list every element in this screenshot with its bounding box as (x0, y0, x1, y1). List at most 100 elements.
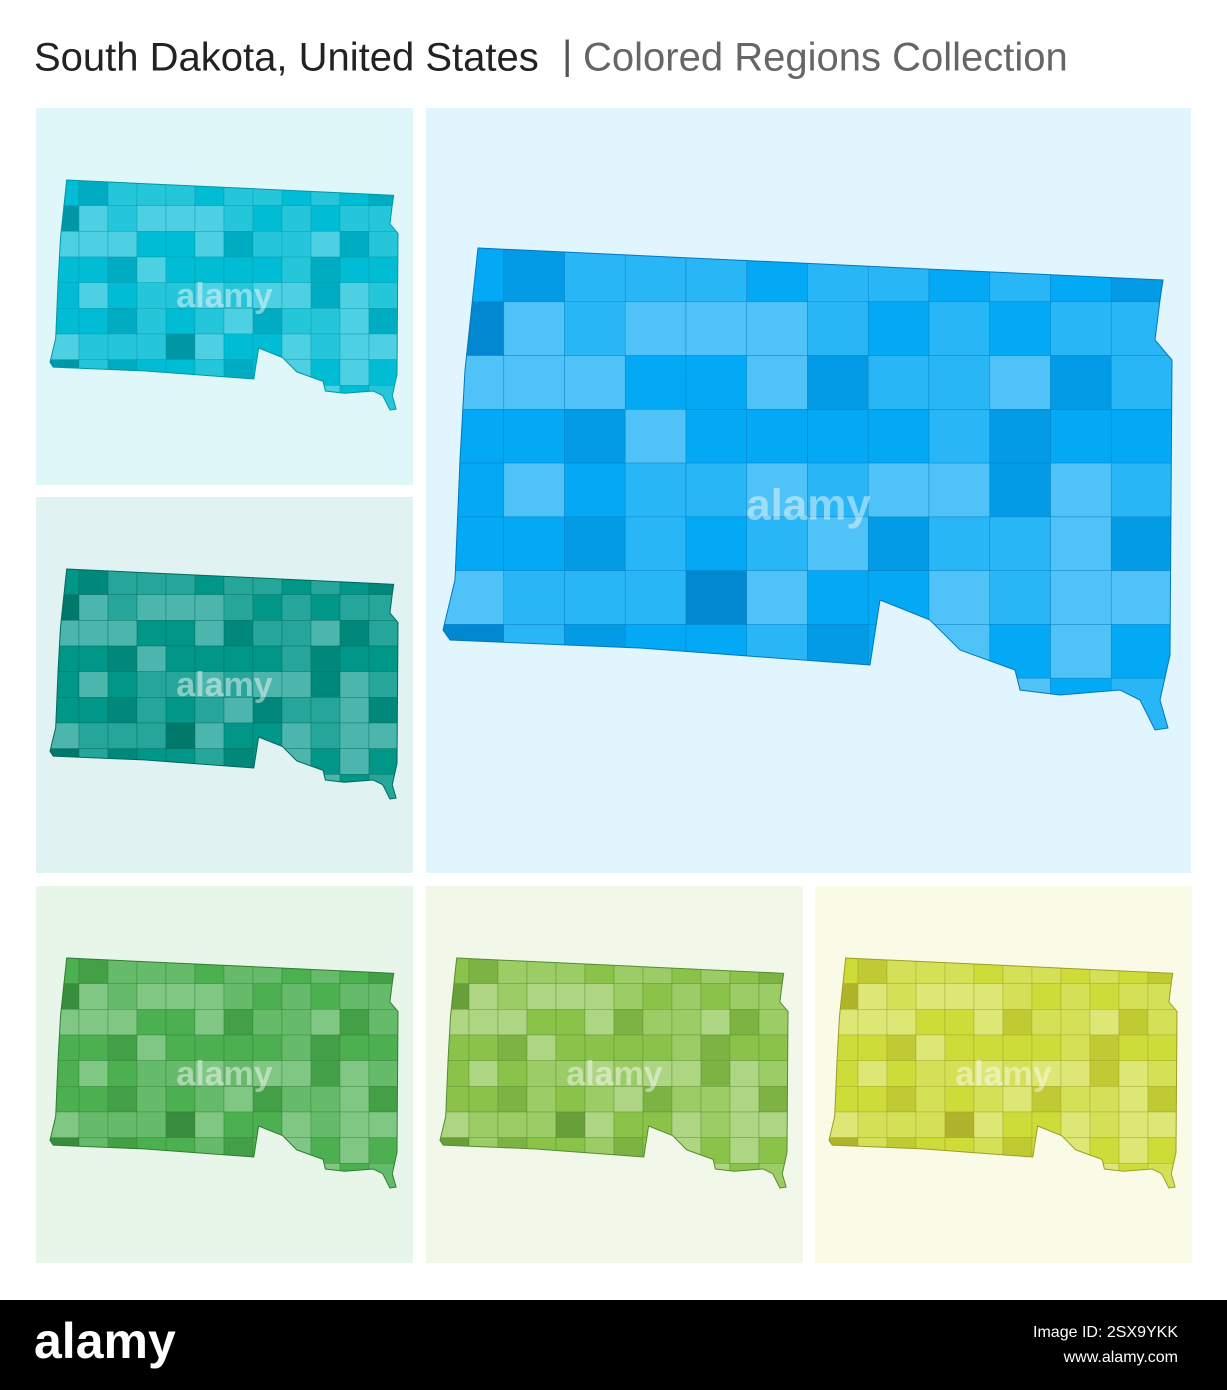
county (807, 462, 869, 518)
county (281, 231, 312, 258)
county (339, 1137, 370, 1164)
county (1060, 1086, 1091, 1113)
county (339, 697, 370, 724)
county (281, 205, 312, 232)
county (613, 1060, 644, 1087)
county (107, 697, 138, 724)
county (281, 697, 312, 724)
county (746, 355, 808, 410)
county (107, 333, 138, 360)
county (252, 205, 283, 232)
county (281, 282, 312, 309)
county (223, 1009, 254, 1036)
county (497, 1060, 528, 1087)
county (368, 722, 398, 749)
county (223, 205, 254, 232)
county (78, 282, 109, 309)
county (136, 1034, 167, 1061)
county (526, 1034, 557, 1061)
county (107, 1086, 138, 1113)
county (746, 462, 808, 518)
county (310, 722, 341, 749)
county (1002, 1086, 1033, 1113)
county (642, 1034, 673, 1061)
county (368, 231, 398, 258)
county (136, 308, 167, 335)
county (136, 1086, 167, 1113)
county (194, 1111, 225, 1138)
county (78, 722, 109, 749)
county (339, 359, 370, 386)
county (368, 333, 398, 360)
county (624, 355, 687, 410)
county (564, 570, 626, 625)
county (223, 594, 254, 621)
county (758, 1034, 788, 1061)
county (468, 958, 499, 984)
county (729, 1009, 760, 1036)
county (857, 1009, 888, 1036)
county (223, 1111, 254, 1138)
county (194, 1086, 225, 1113)
county (807, 570, 869, 625)
county (310, 231, 341, 258)
county (1147, 1137, 1177, 1164)
county (1002, 1111, 1033, 1138)
county (867, 355, 930, 410)
county (497, 958, 528, 984)
county (497, 983, 528, 1010)
county (339, 594, 370, 621)
county (339, 1060, 370, 1087)
county (368, 1111, 398, 1138)
county (136, 594, 167, 621)
county (700, 1086, 731, 1113)
county (685, 516, 748, 571)
county (165, 645, 196, 672)
county (223, 308, 254, 335)
county (746, 516, 808, 571)
footer-logo: alamy (34, 1313, 176, 1369)
county (867, 516, 930, 571)
county (223, 983, 254, 1010)
county (339, 231, 370, 258)
county (1118, 1086, 1149, 1113)
map-panel: alamy (36, 497, 413, 873)
county (368, 359, 398, 386)
watermark: alamy (176, 1055, 272, 1093)
county (107, 1060, 138, 1087)
county (1002, 983, 1033, 1010)
state-outline (828, 957, 1178, 1189)
map-panel: alamy (815, 886, 1192, 1263)
map-panel: alamy (426, 108, 1191, 873)
county (671, 1060, 702, 1087)
county (136, 1060, 167, 1087)
county (310, 256, 341, 283)
county (503, 409, 565, 464)
county (758, 1060, 788, 1087)
county (564, 355, 626, 410)
county (886, 1086, 917, 1113)
county (107, 645, 138, 672)
county (107, 308, 138, 335)
county (1050, 409, 1112, 464)
county (928, 570, 991, 625)
county (1031, 1009, 1062, 1036)
county (1110, 462, 1172, 518)
county (136, 983, 167, 1010)
county (526, 1111, 557, 1138)
county (368, 697, 398, 724)
county (564, 301, 626, 356)
watermark: alamy (566, 1055, 662, 1093)
county (973, 1111, 1004, 1138)
county (928, 409, 991, 464)
county (915, 983, 946, 1010)
county (729, 1111, 760, 1138)
county (252, 983, 283, 1010)
county (685, 570, 748, 625)
county (339, 1009, 370, 1036)
county (165, 282, 196, 309)
county (973, 983, 1004, 1010)
county (165, 620, 196, 647)
county (1089, 1060, 1120, 1087)
county (700, 983, 731, 1010)
